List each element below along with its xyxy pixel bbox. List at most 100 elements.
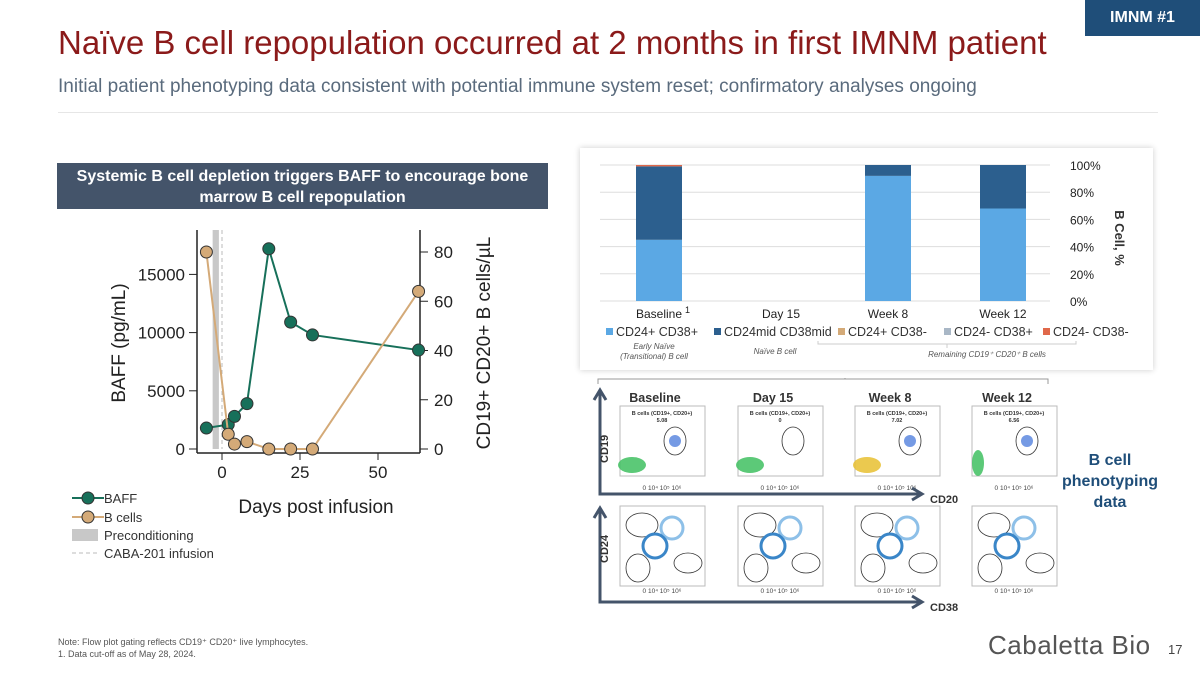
data-point	[412, 284, 426, 298]
cd38-arrow	[598, 510, 920, 604]
cd20-arrow	[598, 392, 920, 496]
flow-plot-cd24-cd38	[854, 505, 941, 587]
bracket	[597, 378, 1049, 384]
b-cell-gate	[663, 426, 687, 456]
legend-baff-marker	[81, 491, 95, 505]
legend-swatch	[838, 328, 845, 335]
gate	[860, 512, 894, 538]
axis-ticks: 0 10⁴ 10⁵ 10⁶	[995, 588, 1034, 595]
other-cell-population	[972, 450, 984, 476]
legend-label: CD24+ CD38+	[616, 325, 698, 339]
gate	[659, 515, 685, 541]
y2-tick-label: 40	[434, 342, 453, 361]
legend-label: B cells	[104, 510, 143, 525]
legend-swatch	[714, 328, 721, 335]
gate	[876, 532, 904, 560]
gate	[625, 512, 659, 538]
gate	[625, 553, 651, 583]
b-cell-population	[669, 435, 681, 447]
y2-tick-label: 60	[434, 292, 453, 311]
axis-ticks: 0 10⁴ 10⁵ 10⁶	[643, 485, 682, 492]
group-label: Naïve B cell	[754, 347, 797, 356]
company-logo: Cabaletta Bio	[988, 630, 1151, 660]
y-axis-label: BAFF (pg/mL)	[109, 283, 130, 402]
other-cell-population	[853, 457, 881, 473]
y-tick-label: 60%	[1070, 213, 1094, 227]
legend-swatch	[944, 328, 951, 335]
axis-ticks: 0 10⁴ 10⁵ 10⁶	[995, 485, 1034, 492]
legend-preconditioning-swatch	[72, 529, 98, 541]
y-tick-label: 40%	[1070, 241, 1094, 255]
y-axis-label: B Cell, %	[1112, 210, 1127, 266]
data-point	[221, 427, 235, 441]
x-tick-label: Week 12	[979, 307, 1026, 321]
gate	[673, 552, 703, 574]
gate	[759, 532, 787, 560]
flow-timepoint: Week 8	[869, 391, 912, 405]
gate	[1025, 552, 1055, 574]
flow-timepoint: Day 15	[753, 391, 793, 405]
bcell-stacked-bar-chart: 0% 20% 40% 60% 80% 100% B Cell, % Baseline Day 1…	[600, 159, 1129, 361]
footnote: Note: Flow plot gating reflects CD19⁺ CD…	[58, 636, 308, 660]
flow-plot-cd24-cd38	[619, 505, 706, 587]
patient-badge: IMNM #1	[1085, 0, 1200, 36]
gate	[908, 552, 938, 574]
data-point	[227, 437, 241, 451]
gate	[993, 532, 1021, 560]
gate-label: B cells (CD19+, CD20+)	[750, 411, 811, 417]
legend-swatch	[606, 328, 613, 335]
bar-segment	[980, 208, 1026, 301]
group-label: (Transitional) B cell	[620, 352, 688, 361]
data-point	[199, 421, 213, 435]
data-point	[305, 442, 319, 456]
gate	[791, 552, 821, 574]
y-tick-label: 80%	[1070, 186, 1094, 200]
group-label: Remaining CD19⁺ CD20⁺ B cells	[928, 350, 1046, 359]
baseline-footnote: 1	[685, 305, 690, 315]
data-point	[284, 442, 298, 456]
baff-chart: 0 5000 10000 15000 0 20 40 60 80 0 25 50 BAFF (pg/mL…	[72, 230, 495, 561]
b-cell-gate	[781, 426, 805, 456]
page-number: 17	[1168, 642, 1183, 657]
legend-label: CD24mid CD38mid	[724, 325, 832, 339]
legend-label: CD24+ CD38-	[848, 325, 927, 339]
legend-label: CD24- CD38-	[1053, 325, 1129, 339]
axis-ticks: 0 10⁴ 10⁵ 10⁶	[761, 485, 800, 492]
gate-label: B cells (CD19+, CD20+)	[632, 411, 693, 417]
y2-tick-label: 20	[434, 391, 453, 410]
axis-ticks: 0 10⁴ 10⁵ 10⁶	[643, 588, 682, 595]
x-tick-label: 50	[369, 463, 388, 482]
gate	[894, 515, 920, 541]
data-point	[305, 328, 319, 342]
flow-plot-cd24-cd38	[971, 505, 1058, 587]
y2-axis-label: CD19+ CD20+ B cells/µL	[474, 237, 495, 450]
arrowheads	[592, 505, 925, 610]
legend-label: Preconditioning	[104, 528, 194, 543]
x-tick-label: Baseline	[636, 307, 682, 321]
axis-ticks: 0 10⁴ 10⁵ 10⁶	[761, 588, 800, 595]
other-cell-population	[736, 457, 764, 473]
gate-value: 0	[778, 418, 781, 424]
y-tick-label: 15000	[138, 265, 185, 284]
legend-bcells-marker	[81, 510, 95, 524]
page-title: Naïve B cell repopulation occurred at 2 …	[58, 24, 1047, 61]
x-tick-label: Day 15	[762, 307, 800, 321]
x-tick-label: 25	[291, 463, 310, 482]
data-point	[227, 409, 241, 423]
flow-timepoint: Week 12	[982, 391, 1032, 405]
axis-ticks: 0 10⁴ 10⁵ 10⁶	[878, 485, 917, 492]
b-cell-population	[904, 435, 916, 447]
data-point	[262, 442, 276, 456]
y2-tick-label: 80	[434, 243, 453, 262]
y2-tick-label: 0	[434, 440, 443, 459]
gate-label: B cells (CD19+, CD20+)	[867, 411, 928, 417]
arrowheads	[592, 387, 925, 502]
note-line: 1. Data cut-off as of May 28, 2024.	[58, 649, 196, 659]
y-tick-label: 20%	[1070, 268, 1094, 282]
divider	[58, 112, 1158, 113]
gate	[977, 512, 1011, 538]
y-tick-label: 5000	[147, 382, 185, 401]
gate	[743, 512, 777, 538]
data-point	[199, 245, 213, 259]
x-axis-label: Days post infusion	[238, 497, 393, 518]
